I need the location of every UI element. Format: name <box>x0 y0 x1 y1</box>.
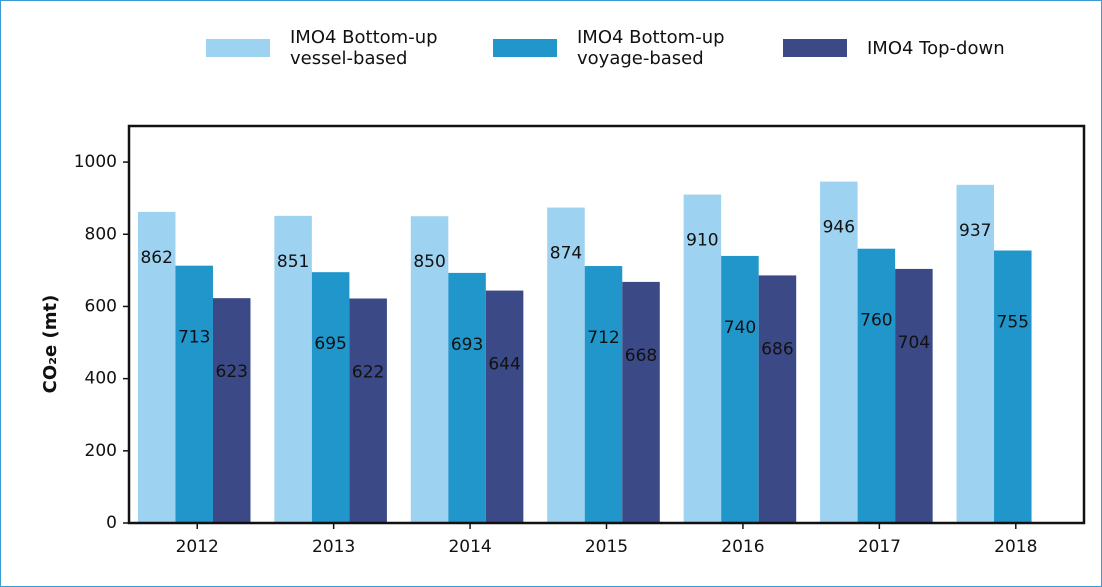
bar <box>895 268 933 523</box>
bar <box>622 281 660 523</box>
legend-label: IMO4 Bottom-up voyage-based <box>577 27 725 69</box>
bar <box>274 215 312 523</box>
plot-frame <box>127 124 1086 525</box>
bar-value-label: 644 <box>488 355 520 375</box>
bar <box>857 248 896 523</box>
bar <box>584 266 623 523</box>
bar-value-label: 910 <box>686 231 718 251</box>
bar <box>137 211 176 523</box>
x-tick-label: 2014 <box>448 537 491 557</box>
x-tick-label: 2017 <box>858 537 901 557</box>
bar-value-label: 693 <box>451 335 483 355</box>
bar-value-label: 862 <box>140 248 172 268</box>
bar-value-label: 850 <box>413 252 445 272</box>
legend-item: IMO4 Bottom-up voyage-based <box>493 23 725 73</box>
bar <box>956 184 995 523</box>
legend-label: IMO4 Top-down <box>867 37 1005 59</box>
bar <box>547 207 585 523</box>
y-tick-label: 800 <box>85 224 117 244</box>
bar <box>683 194 722 523</box>
y-tick-label: 1000 <box>74 152 117 172</box>
x-tick-label: 2013 <box>312 537 355 557</box>
bar-value-label: 622 <box>352 363 384 383</box>
bar <box>212 298 251 523</box>
y-tick-label: 0 <box>106 513 117 533</box>
x-tick-label: 2016 <box>721 537 764 557</box>
bar-value-label: 668 <box>625 346 657 366</box>
x-tick-label: 2018 <box>994 537 1037 557</box>
x-tick-label: 2015 <box>585 537 628 557</box>
bar <box>175 265 213 523</box>
y-axis-label: CO₂e (mt) <box>40 295 61 394</box>
bar <box>994 250 1032 523</box>
legend-label: IMO4 Bottom-up vessel-based <box>290 27 438 69</box>
legend-item: IMO4 Bottom-up vessel-based <box>206 23 438 73</box>
bar-value-label: 946 <box>823 218 855 238</box>
y-tick-label: 600 <box>85 296 117 316</box>
legend: IMO4 Bottom-up vessel-based IMO4 Bottom-u… <box>1 23 1101 103</box>
bar-value-label: 937 <box>959 221 991 241</box>
bar-value-label: 874 <box>550 244 582 264</box>
bar <box>448 272 486 523</box>
legend-swatch <box>206 39 270 57</box>
bar-value-label: 760 <box>860 311 892 331</box>
bar-value-label: 704 <box>898 333 930 353</box>
y-tick-label: 200 <box>85 441 117 461</box>
bar-value-label: 686 <box>761 339 793 359</box>
bar-value-label: 712 <box>587 328 619 348</box>
bar-value-label: 851 <box>277 252 309 272</box>
bar <box>721 255 759 523</box>
x-tick-label: 2012 <box>176 537 219 557</box>
bar <box>410 216 449 523</box>
bar-value-label: 695 <box>314 334 346 354</box>
bar-value-label: 713 <box>178 328 210 348</box>
bar <box>820 181 858 523</box>
bar-value-label: 623 <box>216 362 248 382</box>
legend-item: IMO4 Top-down <box>783 23 1005 73</box>
bar <box>485 290 524 523</box>
bar-value-label: 755 <box>997 313 1029 333</box>
bar-value-label: 740 <box>724 318 756 338</box>
y-tick-label: 400 <box>85 369 117 389</box>
legend-swatch <box>783 39 847 57</box>
legend-swatch <box>493 39 557 57</box>
bar <box>349 298 387 523</box>
bar <box>311 272 350 523</box>
bar <box>758 275 797 523</box>
